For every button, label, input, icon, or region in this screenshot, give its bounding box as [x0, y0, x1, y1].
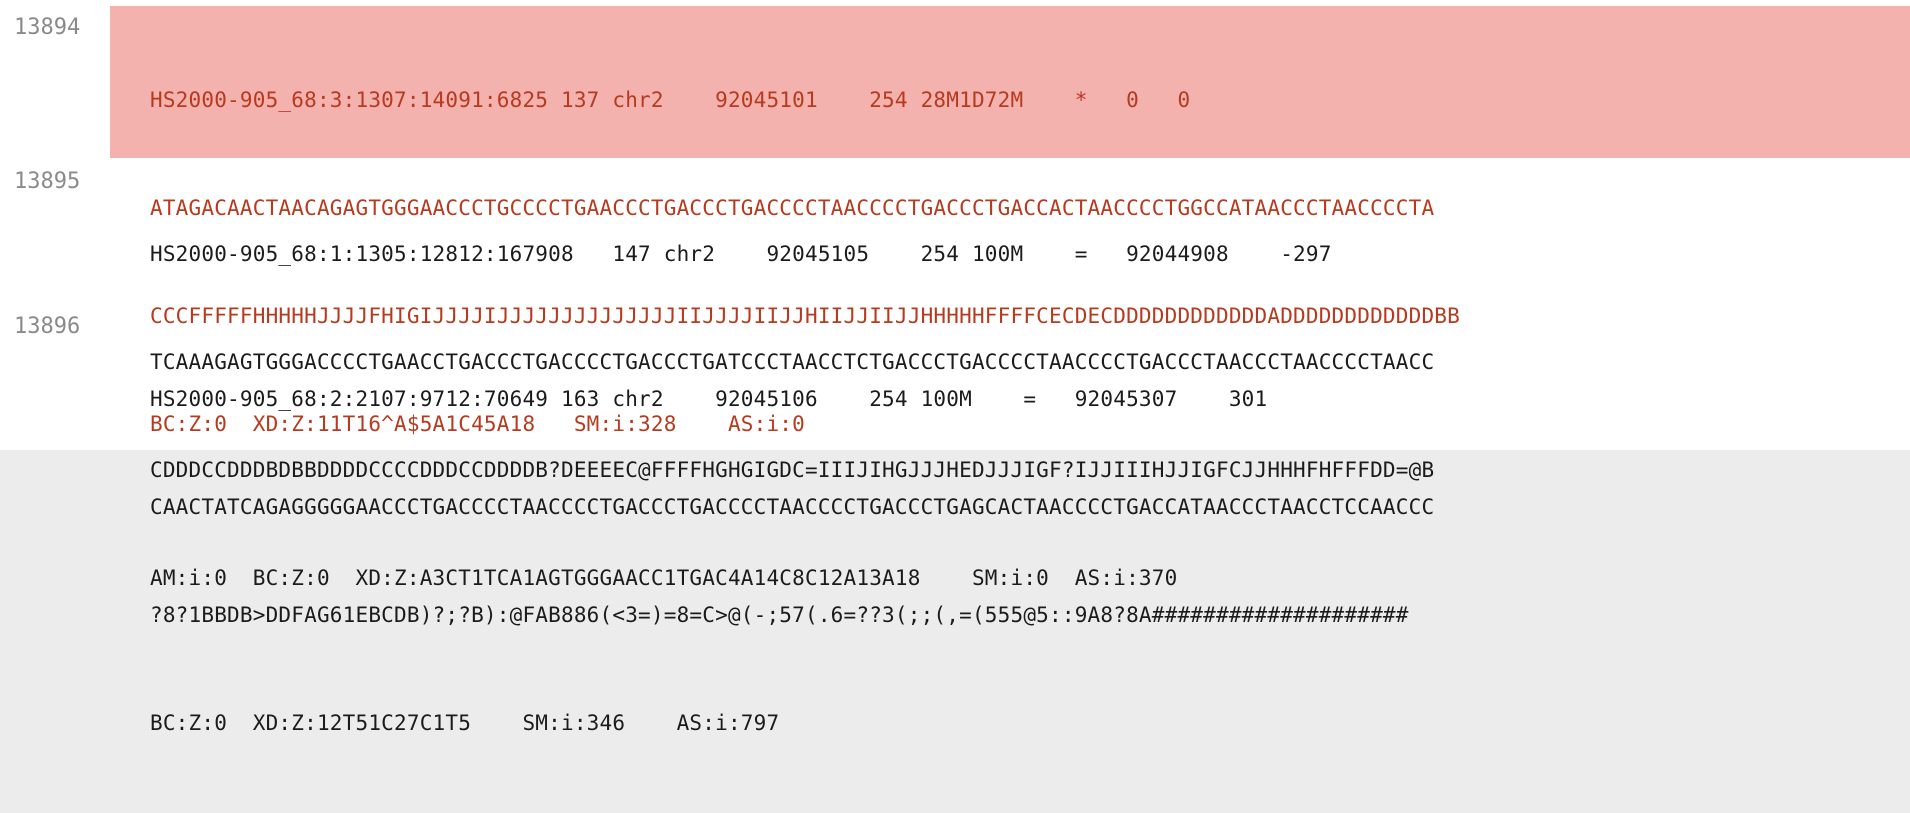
- quality-line: CCCFFFFFHHHHHJJJJFHIGIJJJJIJJJJJJJJJJJJJ…: [150, 304, 1460, 328]
- read-header-line: HS2000-905_68:3:1307:14091:6825 137 chr2…: [150, 88, 1191, 112]
- line-number: 13896: [14, 314, 81, 339]
- record-row-13896[interactable]: 13896 HS2000-905_68:2:2107:9712:70649 16…: [0, 305, 1910, 735]
- line-number-gutter: 13896: [0, 309, 100, 345]
- record-text[interactable]: HS2000-905_68:3:1307:14091:6825 137 chr2…: [150, 10, 1460, 514]
- line-number: 13895: [14, 169, 81, 194]
- tags-line: BC:Z:0 XD:Z:12T51C27C1T5 SM:i:346 AS:i:7…: [150, 711, 780, 735]
- sequence-line: CAACTATCAGAGGGGGAACCCTGACCCCTAACCCCTGACC…: [150, 495, 1435, 519]
- line-number-gutter: 13895: [0, 164, 100, 200]
- quality-line: ?8?1BBDB>DDFAG61EBCDB)?;?B):@FAB886(<3=)…: [150, 603, 1409, 627]
- line-number-gutter: 13894: [0, 10, 100, 46]
- record-row-13894[interactable]: 13894 HS2000-905_68:3:1307:14091:6825 13…: [0, 6, 1910, 436]
- read-header-line: HS2000-905_68:1:1305:12812:167908 147 ch…: [150, 242, 1332, 266]
- line-number: 13894: [14, 15, 81, 40]
- read-header-line: HS2000-905_68:2:2107:9712:70649 163 chr2…: [150, 387, 1268, 411]
- record-text[interactable]: HS2000-905_68:2:2107:9712:70649 163 chr2…: [150, 309, 1434, 813]
- text-editor[interactable]: 13894 HS2000-905_68:3:1307:14091:6825 13…: [0, 0, 1910, 735]
- sequence-line: TCAAAGAGTGGGACCCCTGAACCTGACCCTGACCCCTGAC…: [150, 350, 1435, 374]
- selection-highlight: [110, 6, 1910, 158]
- tags-line: BC:Z:0 XD:Z:11T16^A$5A1C45A18 SM:i:328 A…: [150, 412, 805, 436]
- record-row-13895[interactable]: 13895 HS2000-905_68:1:1305:12812:167908 …: [0, 160, 1910, 590]
- sequence-line: ATAGACAACTAACAGAGTGGGAACCCTGCCCCTGAACCCT…: [150, 196, 1435, 220]
